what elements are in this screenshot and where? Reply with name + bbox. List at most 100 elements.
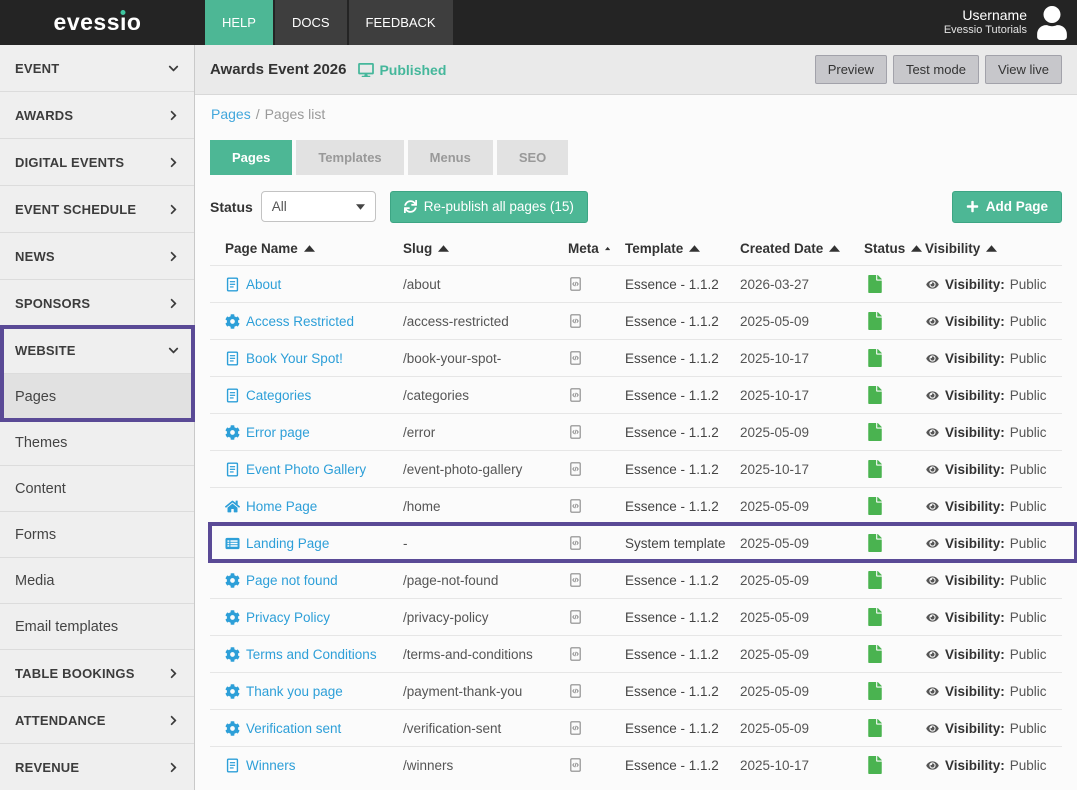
page-name-link[interactable]: Error page xyxy=(246,425,310,440)
sidebar-item-forms[interactable]: Forms xyxy=(0,512,194,558)
table-row-winners[interactable]: Winners/winnersEssence - 1.1.22025-10-17… xyxy=(210,746,1062,783)
meta-file-code-icon[interactable] xyxy=(568,461,583,477)
sidebar-item-attendance[interactable]: ATTENDANCE xyxy=(0,697,194,744)
top-tab-help[interactable]: HELP xyxy=(205,0,273,45)
table-row-book-your-spot[interactable]: Book Your Spot!/book-your-spot-Essence -… xyxy=(210,339,1062,376)
status-published-icon[interactable] xyxy=(868,312,882,330)
meta-file-code-icon[interactable] xyxy=(568,535,583,551)
sidebar-item-website[interactable]: WEBSITE xyxy=(0,327,194,374)
meta-file-code-icon[interactable] xyxy=(568,757,583,773)
eye-icon[interactable] xyxy=(925,316,940,327)
eye-icon[interactable] xyxy=(925,723,940,734)
table-row-event-photo-gallery[interactable]: Event Photo Gallery/event-photo-galleryE… xyxy=(210,450,1062,487)
eye-icon[interactable] xyxy=(925,538,940,549)
tab-menus[interactable]: Menus xyxy=(408,140,493,175)
meta-file-code-icon[interactable] xyxy=(568,276,583,292)
meta-file-code-icon[interactable] xyxy=(568,720,583,736)
table-row-thank-you-page[interactable]: Thank you page/payment-thank-youEssence … xyxy=(210,672,1062,709)
breadcrumb-link-pages[interactable]: Pages xyxy=(211,106,251,122)
eye-icon[interactable] xyxy=(925,279,940,290)
top-tab-docs[interactable]: DOCS xyxy=(275,0,347,45)
status-published-icon[interactable] xyxy=(868,460,882,478)
eye-icon[interactable] xyxy=(925,575,940,586)
page-name-link[interactable]: About xyxy=(246,277,281,292)
sidebar-item-digital-events[interactable]: DIGITAL EVENTS xyxy=(0,139,194,186)
sidebar-item-themes[interactable]: Themes xyxy=(0,420,194,466)
view-live-button[interactable]: View live xyxy=(985,55,1062,84)
eye-icon[interactable] xyxy=(925,760,940,771)
column-header-status[interactable]: Status xyxy=(860,241,925,256)
tab-seo[interactable]: SEO xyxy=(497,140,568,175)
meta-file-code-icon[interactable] xyxy=(568,572,583,588)
top-tab-feedback[interactable]: FEEDBACK xyxy=(349,0,453,45)
table-row-verification-sent[interactable]: Verification sent/verification-sentEssen… xyxy=(210,709,1062,746)
column-header-page-name[interactable]: Page Name xyxy=(210,241,395,256)
eye-icon[interactable] xyxy=(925,686,940,697)
meta-file-code-icon[interactable] xyxy=(568,387,583,403)
page-name-link[interactable]: Access Restricted xyxy=(246,314,354,329)
column-header-slug[interactable]: Slug xyxy=(395,241,560,256)
table-row-privacy-policy[interactable]: Privacy Policy/privacy-policyEssence - 1… xyxy=(210,598,1062,635)
page-name-link[interactable]: Book Your Spot! xyxy=(246,351,343,366)
user-menu[interactable]: Username Evessio Tutorials xyxy=(944,0,1077,45)
sidebar-item-event-schedule[interactable]: EVENT SCHEDULE xyxy=(0,186,194,233)
sidebar-item-event[interactable]: EVENT xyxy=(0,45,194,92)
meta-file-code-icon[interactable] xyxy=(568,683,583,699)
table-row-about[interactable]: About/aboutEssence - 1.1.22026-03-27Visi… xyxy=(210,265,1062,302)
meta-file-code-icon[interactable] xyxy=(568,313,583,329)
sidebar-item-table-bookings[interactable]: TABLE BOOKINGS xyxy=(0,650,194,697)
meta-file-code-icon[interactable] xyxy=(568,646,583,662)
status-published-icon[interactable] xyxy=(868,497,882,515)
table-row-landing-page[interactable]: Landing Page-System template2025-05-09Vi… xyxy=(210,524,1062,561)
page-name-link[interactable]: Terms and Conditions xyxy=(246,647,377,662)
column-header-template[interactable]: Template xyxy=(610,241,740,256)
eye-icon[interactable] xyxy=(925,464,940,475)
eye-icon[interactable] xyxy=(925,501,940,512)
tab-templates[interactable]: Templates xyxy=(296,140,403,175)
meta-file-code-icon[interactable] xyxy=(568,609,583,625)
page-name-link[interactable]: Categories xyxy=(246,388,311,403)
page-name-link[interactable]: Home Page xyxy=(246,499,317,514)
table-row-home-page[interactable]: Home Page/homeEssence - 1.1.22025-05-09V… xyxy=(210,487,1062,524)
column-header-created-date[interactable]: Created Date xyxy=(740,241,860,256)
status-published-icon[interactable] xyxy=(868,719,882,737)
status-published-icon[interactable] xyxy=(868,386,882,404)
sidebar-item-media[interactable]: Media xyxy=(0,558,194,604)
page-name-link[interactable]: Event Photo Gallery xyxy=(246,462,366,477)
eye-icon[interactable] xyxy=(925,612,940,623)
status-published-icon[interactable] xyxy=(868,423,882,441)
eye-icon[interactable] xyxy=(925,427,940,438)
status-published-icon[interactable] xyxy=(868,608,882,626)
eye-icon[interactable] xyxy=(925,649,940,660)
table-row-categories[interactable]: Categories/categoriesEssence - 1.1.22025… xyxy=(210,376,1062,413)
status-published-icon[interactable] xyxy=(868,571,882,589)
sidebar-item-awards[interactable]: AWARDS xyxy=(0,92,194,139)
republish-all-pages-button[interactable]: Re-publish all pages (15) xyxy=(390,191,588,223)
status-published-icon[interactable] xyxy=(868,756,882,774)
sidebar-item-content[interactable]: Content xyxy=(0,466,194,512)
table-row-access-restricted[interactable]: Access Restricted/access-restrictedEssen… xyxy=(210,302,1062,339)
page-name-link[interactable]: Verification sent xyxy=(246,721,341,736)
table-row-terms-and-conditions[interactable]: Terms and Conditions/terms-and-condition… xyxy=(210,635,1062,672)
status-published-icon[interactable] xyxy=(868,682,882,700)
test-mode-button[interactable]: Test mode xyxy=(893,55,979,84)
table-row-error-page[interactable]: Error page/errorEssence - 1.1.22025-05-0… xyxy=(210,413,1062,450)
sidebar-item-revenue[interactable]: REVENUE xyxy=(0,744,194,790)
sidebar-item-pages[interactable]: Pages xyxy=(0,374,194,420)
tab-pages[interactable]: Pages xyxy=(210,140,292,175)
status-filter-select[interactable]: All xyxy=(261,191,376,222)
status-published-icon[interactable] xyxy=(868,275,882,293)
page-name-link[interactable]: Privacy Policy xyxy=(246,610,330,625)
table-row-page-not-found[interactable]: Page not found/page-not-foundEssence - 1… xyxy=(210,561,1062,598)
column-header-meta[interactable]: Meta xyxy=(560,241,610,256)
status-published-icon[interactable] xyxy=(868,349,882,367)
page-name-link[interactable]: Winners xyxy=(246,758,296,773)
add-page-button[interactable]: Add Page xyxy=(952,191,1062,223)
meta-file-code-icon[interactable] xyxy=(568,498,583,514)
page-name-link[interactable]: Thank you page xyxy=(246,684,343,699)
eye-icon[interactable] xyxy=(925,353,940,364)
meta-file-code-icon[interactable] xyxy=(568,350,583,366)
sidebar-item-news[interactable]: NEWS xyxy=(0,233,194,280)
status-published-icon[interactable] xyxy=(868,534,882,552)
status-published-icon[interactable] xyxy=(868,645,882,663)
